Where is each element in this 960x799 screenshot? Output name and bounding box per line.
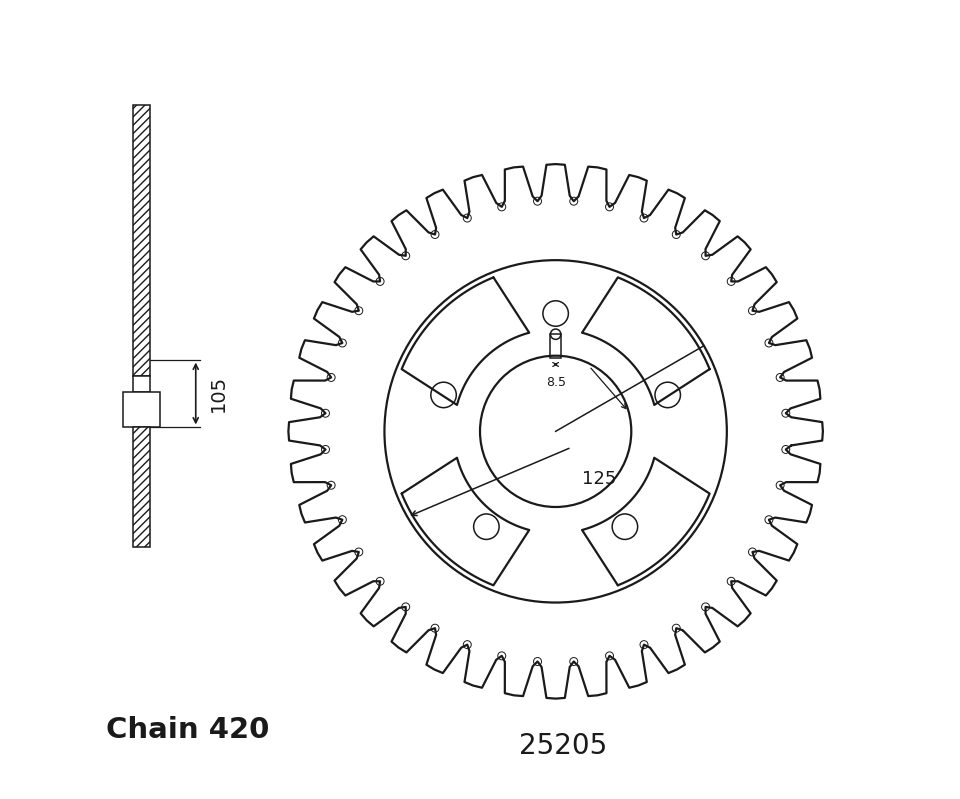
Text: 125: 125 bbox=[583, 470, 616, 488]
Bar bbox=[132, 427, 151, 547]
Bar bbox=[132, 105, 151, 376]
Text: 25205: 25205 bbox=[519, 732, 608, 760]
Bar bbox=[550, 334, 561, 358]
Bar bbox=[123, 392, 160, 427]
Text: 105: 105 bbox=[208, 375, 228, 412]
Text: Chain 420: Chain 420 bbox=[106, 716, 269, 744]
Bar bbox=[132, 376, 151, 392]
Text: 8.5: 8.5 bbox=[545, 376, 565, 388]
